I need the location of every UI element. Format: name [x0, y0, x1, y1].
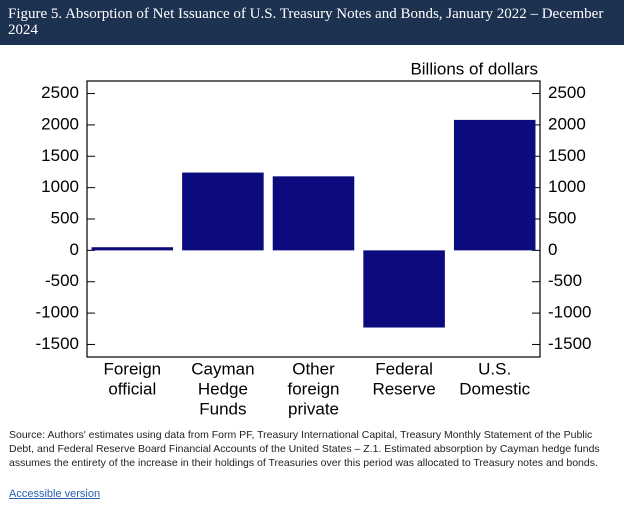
- y-tick-label: 500: [51, 208, 79, 227]
- source-note: Source: Authors' estimates using data fr…: [9, 429, 600, 469]
- x-tick-label: private: [288, 399, 339, 418]
- x-tick-label: Hedge: [198, 379, 248, 398]
- y-tick-label: -500: [45, 271, 79, 290]
- y2-tick-label: 500: [548, 208, 576, 227]
- x-tick-label: Domestic: [459, 379, 530, 398]
- y2-tick-label: 1000: [548, 177, 586, 196]
- bar: [363, 250, 445, 328]
- bar: [182, 172, 264, 251]
- accessible-link[interactable]: Accessible version: [9, 488, 101, 500]
- y-tick-label: 2000: [41, 114, 79, 133]
- x-tick-label: Federal: [375, 359, 433, 378]
- chart: Billions of dollars -1500 -1500 -1000 -1000…: [36, 59, 592, 418]
- x-tick-label: Funds: [199, 399, 246, 418]
- y-tick-label: 1000: [41, 177, 79, 196]
- y-tick-label: -1500: [36, 334, 79, 353]
- y2-tick-label: -1000: [548, 303, 591, 322]
- x-tick-label: official: [108, 379, 156, 398]
- y2-tick-label: -500: [548, 271, 582, 290]
- y2-tick-label: 2500: [548, 83, 586, 102]
- y-tick-label: 1500: [41, 146, 79, 165]
- bar: [272, 176, 355, 251]
- y-tick-label: 2500: [41, 83, 79, 102]
- x-tick-label: Reserve: [372, 379, 435, 398]
- x-tick-label: Cayman: [191, 359, 254, 378]
- y2-tick-label: -1500: [548, 334, 591, 353]
- y2-tick-label: 2000: [548, 114, 586, 133]
- figure-title: Figure 5. Absorption of Net Issuance of …: [0, 0, 624, 45]
- unit-label: Billions of dollars: [410, 59, 538, 78]
- x-tick-label: foreign: [288, 379, 340, 398]
- y-tick-label: -1000: [36, 303, 79, 322]
- x-tick-label: U.S.: [478, 359, 511, 378]
- x-tick-label: Foreign: [103, 359, 161, 378]
- x-tick-label: Other: [292, 359, 335, 378]
- y2-tick-label: 1500: [548, 146, 586, 165]
- bar: [91, 247, 174, 251]
- bar: [453, 119, 536, 251]
- y2-tick-label: 0: [548, 240, 557, 259]
- y-tick-label: 0: [70, 240, 79, 259]
